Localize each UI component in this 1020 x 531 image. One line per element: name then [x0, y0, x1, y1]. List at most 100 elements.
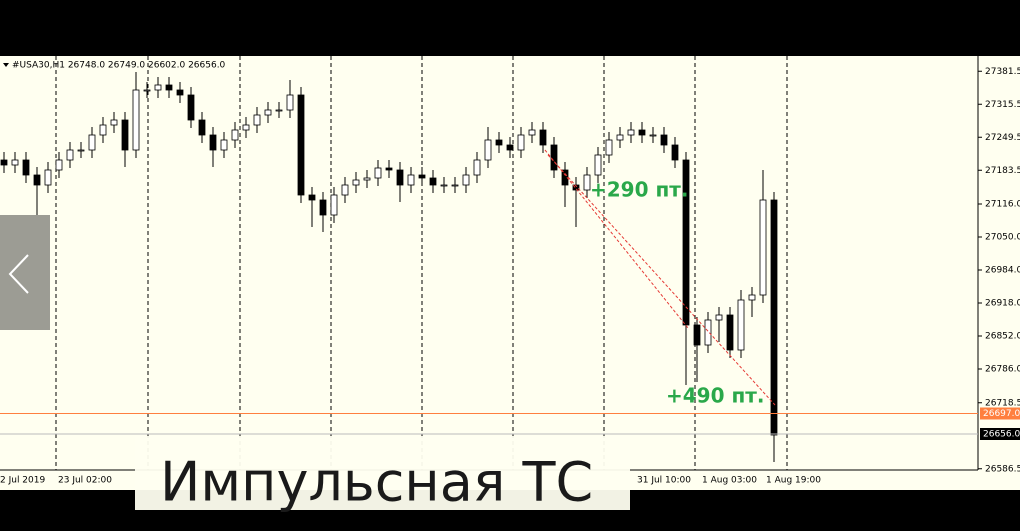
- x-tick-label: 1 Aug 03:00: [702, 476, 757, 486]
- candle-body: [616, 134, 624, 141]
- candle-body: [11, 159, 19, 166]
- y-tick-label: 27116.0: [985, 200, 1020, 210]
- candle-body: [352, 179, 360, 186]
- annotation: +290 пт.: [590, 178, 688, 202]
- candles: [0, 72, 778, 462]
- candle-body: [297, 94, 305, 196]
- candle-body: [704, 319, 712, 346]
- chevron-icon: [8, 254, 29, 294]
- candle-body: [660, 134, 668, 146]
- candle-body: [242, 124, 250, 131]
- candle-body: [473, 159, 481, 176]
- candle-body: [715, 314, 723, 321]
- candle-body: [308, 194, 316, 201]
- price-tag-label: 26697.0: [983, 409, 1020, 419]
- candle-body: [418, 174, 426, 179]
- candle-body: [319, 199, 327, 216]
- candle-body: [154, 84, 162, 91]
- candle-body: [286, 94, 294, 111]
- candle-body: [539, 129, 547, 146]
- nav-back-button[interactable]: [0, 215, 50, 330]
- candle-body: [649, 134, 657, 137]
- symbol-header: #USA30,H1 26748.0 26749.0 26602.0 26656.…: [12, 61, 226, 71]
- y-tick-label: 27050.0: [985, 233, 1020, 243]
- candle-body: [275, 109, 283, 112]
- price-tag-label: 26656.0: [983, 430, 1020, 440]
- candle-body: [66, 149, 74, 161]
- candle-body: [693, 324, 701, 346]
- x-tick-label: 2 Jul 2019: [0, 476, 45, 486]
- candle-body: [363, 177, 371, 181]
- candle-body: [627, 129, 635, 136]
- candle-body: [528, 129, 536, 136]
- annotation: +490 пт.: [666, 384, 764, 408]
- candle-body: [748, 294, 756, 301]
- candle-body: [550, 144, 558, 171]
- price-tag: [980, 428, 1020, 440]
- candle-body: [187, 94, 195, 121]
- y-tick-label: 27249.5: [985, 133, 1020, 143]
- candle-body: [77, 149, 85, 152]
- candle-body: [209, 134, 217, 151]
- candle-body: [770, 199, 778, 436]
- candle-body: [506, 144, 514, 151]
- x-tick-label: 31 Jul 10:00: [637, 476, 691, 486]
- candle-body: [484, 139, 492, 161]
- y-tick-label: 26718.5: [985, 398, 1020, 408]
- candle-body: [330, 194, 338, 216]
- candle-body: [429, 177, 437, 186]
- y-tick-label: 26852.0: [985, 332, 1020, 342]
- candle-body: [88, 134, 96, 151]
- candle-body: [264, 109, 272, 116]
- candle-body: [0, 159, 8, 166]
- candle-body: [110, 119, 118, 126]
- menu-arrow: [3, 63, 9, 67]
- y-tick-label: 27183.5: [985, 166, 1020, 176]
- y-tick-label: 27381.5: [985, 67, 1020, 77]
- overlay-title: Импульсная ТС: [160, 451, 593, 514]
- y-tick-label: 26586.5: [985, 464, 1020, 474]
- candle-body: [220, 139, 228, 151]
- candle-body: [759, 199, 767, 296]
- guide-line: [547, 154, 776, 406]
- x-tick-label: 23 Jul 02:00: [58, 476, 112, 486]
- candle-body: [143, 89, 151, 92]
- candle-body: [517, 134, 525, 151]
- candle-body: [132, 89, 140, 151]
- candle-body: [44, 169, 52, 186]
- candle-body: [451, 184, 459, 187]
- candle-body: [638, 129, 646, 136]
- candle-body: [572, 184, 580, 191]
- y-tick-label: 27315.5: [985, 100, 1020, 110]
- candle-body: [737, 299, 745, 351]
- candle-body: [671, 144, 679, 161]
- candle-body: [594, 154, 602, 176]
- x-tick-label: 1 Aug 19:00: [766, 476, 821, 486]
- candle-body: [121, 119, 129, 151]
- guide-line: [544, 149, 689, 329]
- candle-body: [198, 119, 206, 136]
- candle-body: [374, 167, 382, 179]
- candle-body: [462, 174, 470, 186]
- candle-body: [726, 314, 734, 351]
- candle-body: [682, 159, 690, 326]
- candle-body: [440, 184, 448, 187]
- candle-body: [253, 114, 261, 126]
- separators: [55, 56, 788, 470]
- candle-body: [176, 89, 184, 96]
- candle-body: [55, 159, 63, 171]
- candle-body: [22, 159, 30, 176]
- y-tick-label: 26918.0: [985, 299, 1020, 309]
- y-tick-label: 26984.0: [985, 266, 1020, 276]
- candle-body: [341, 184, 349, 196]
- candle-body: [396, 169, 404, 186]
- candle-body: [33, 174, 41, 186]
- candle-body: [165, 84, 173, 91]
- candle-body: [385, 167, 393, 171]
- candle-body: [605, 139, 613, 156]
- candle-body: [99, 124, 107, 136]
- candle-body: [407, 174, 415, 186]
- y-tick-label: 26786.0: [985, 365, 1020, 375]
- title-banner: [135, 436, 630, 510]
